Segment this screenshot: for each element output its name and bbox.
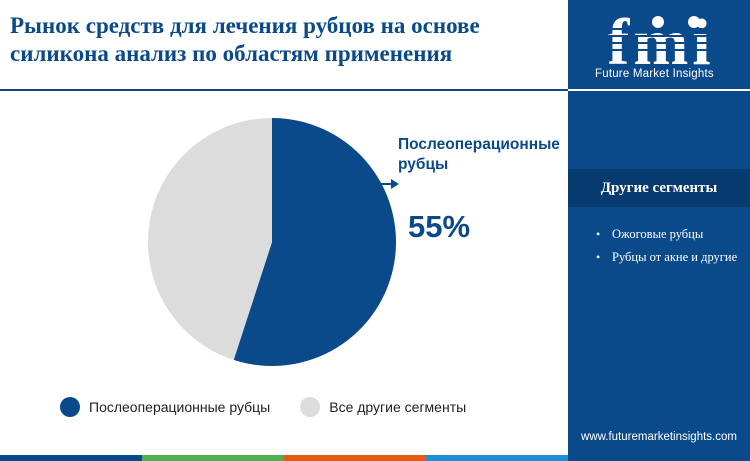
website-link[interactable]: www.futuremarketinsights.com xyxy=(581,431,737,443)
brand-name: Future Market Insights xyxy=(595,68,714,80)
callout-arrow-icon xyxy=(376,179,399,189)
pie-chart xyxy=(148,118,399,367)
legend-swatch-post-surgical xyxy=(60,397,80,417)
bottom-bar-segment xyxy=(426,455,568,461)
legend: Послеоперационные рубцы Все другие сегме… xyxy=(60,397,496,417)
globe-icon xyxy=(688,16,700,28)
list-item: Рубцы от акне и другие xyxy=(596,249,746,266)
legend-item-other: Все другие сегменты xyxy=(300,397,466,417)
chart-title: Рынок средств для лечения рубцов на осно… xyxy=(10,13,480,66)
callout-label: Послеоперационные рубцы xyxy=(398,136,560,173)
pie-slice-post-surgical xyxy=(233,118,397,367)
legend-swatch-other xyxy=(300,397,321,417)
legend-item-post-surgical: Послеоперационные рубцы xyxy=(60,397,270,417)
sidebar-divider xyxy=(568,89,750,91)
list-item: Ожоговые рубцы xyxy=(596,226,746,243)
globe-icon xyxy=(652,16,664,28)
bottom-bar-segment xyxy=(142,455,284,461)
callout-value: 55% xyxy=(408,209,471,244)
title-divider xyxy=(0,89,568,91)
sidebar: fmi Future Market Insights Другие сегмен… xyxy=(568,0,750,461)
other-segments-header: Другие сегменты xyxy=(568,169,750,207)
bottom-color-bar xyxy=(0,455,568,461)
legend-label: Все другие сегменты xyxy=(329,399,467,415)
other-segments-list: Ожоговые рубцы Рубцы от акне и другие xyxy=(596,226,746,272)
pie-slice-other xyxy=(148,118,272,360)
fmi-logo: fmi xyxy=(590,6,732,79)
bottom-bar-segment xyxy=(284,455,426,461)
bottom-bar-segment xyxy=(0,455,142,461)
legend-label: Послеоперационные рубцы xyxy=(89,399,271,415)
